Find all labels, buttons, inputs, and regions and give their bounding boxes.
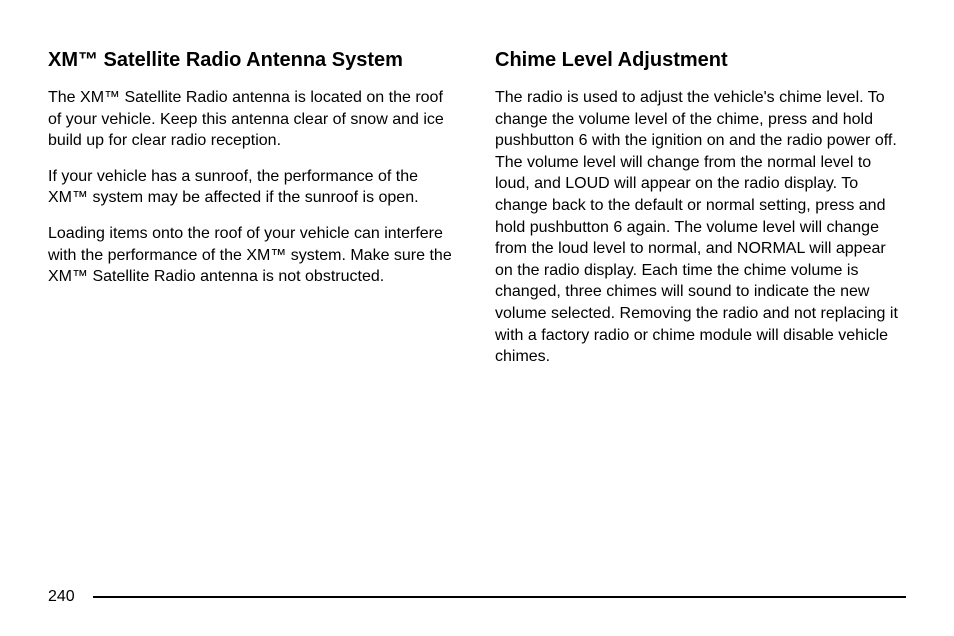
page-number: 240 [48,588,75,606]
columns: XM™ Satellite Radio Antenna System The X… [48,48,906,382]
left-paragraph: If your vehicle has a sunroof, the perfo… [48,166,459,209]
right-column: Chime Level Adjustment The radio is used… [495,48,906,382]
footer: 240 [48,588,906,606]
footer-rule [93,596,906,598]
right-heading: Chime Level Adjustment [495,48,906,73]
left-paragraph: The XM™ Satellite Radio antenna is locat… [48,87,459,152]
left-heading: XM™ Satellite Radio Antenna System [48,48,459,73]
left-column: XM™ Satellite Radio Antenna System The X… [48,48,459,382]
left-paragraph: Loading items onto the roof of your vehi… [48,223,459,288]
right-paragraph: The radio is used to adjust the vehicle'… [495,87,906,368]
page: XM™ Satellite Radio Antenna System The X… [0,0,954,636]
